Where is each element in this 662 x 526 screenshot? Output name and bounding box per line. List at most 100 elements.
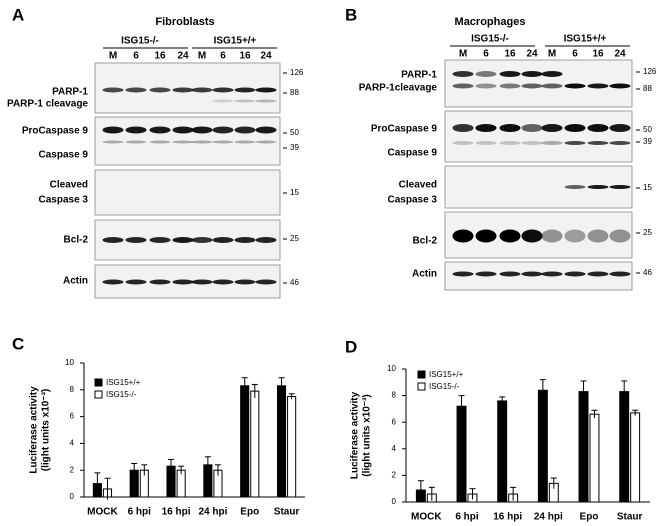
x-tick-label: MOCK: [87, 507, 118, 518]
y-tick-label: 8: [70, 385, 75, 394]
y-axis-label: (light units x10⁻³): [362, 394, 373, 477]
band: [102, 140, 124, 144]
lane-label: M: [109, 51, 117, 62]
band: [255, 99, 277, 103]
band: [149, 279, 171, 285]
band: [191, 279, 213, 285]
panel-letter: C: [12, 334, 24, 353]
band: [452, 83, 474, 89]
blot-label: ProCaspase 9: [22, 126, 89, 137]
lane-label: 24: [526, 49, 538, 60]
blot: [444, 110, 633, 163]
size-marker: 50: [290, 128, 299, 137]
band: [609, 141, 631, 145]
band: [191, 140, 213, 144]
band: [149, 126, 171, 134]
x-tick-label: 24 hpi: [534, 512, 563, 523]
band: [102, 87, 124, 93]
bar: [619, 391, 630, 503]
legend-swatch: [94, 390, 103, 399]
band: [521, 71, 543, 77]
bar: [276, 385, 287, 498]
blot-label: ProCaspase 9: [371, 124, 438, 135]
band: [609, 271, 631, 277]
lane-label: 6: [133, 51, 139, 62]
lane-label: M: [548, 49, 556, 60]
size-marker: 126: [643, 67, 657, 76]
band: [564, 124, 586, 132]
x-tick-label: 16 hpi: [162, 507, 191, 518]
panel-letter: B: [345, 5, 357, 24]
band: [452, 141, 474, 145]
band: [499, 271, 521, 277]
group-label: ISG15+/+: [214, 36, 257, 47]
group-label: ISG15-/-: [471, 34, 509, 45]
blot-label: Cleaved: [50, 180, 88, 191]
lane-label: 24: [614, 49, 626, 60]
band: [234, 126, 256, 134]
blot-label: Actin: [63, 276, 88, 287]
blot-label: PARP-1 cleavage: [7, 99, 88, 110]
y-tick-label: 10: [387, 364, 396, 373]
band: [191, 87, 213, 93]
blot: [94, 169, 281, 216]
band: [609, 83, 631, 89]
band: [564, 83, 586, 89]
legend-label: ISG15+/+: [106, 378, 141, 387]
band: [149, 87, 171, 93]
band: [102, 237, 124, 243]
band: [125, 140, 147, 144]
band: [212, 279, 234, 285]
bar: [630, 412, 641, 503]
bar: [240, 385, 250, 498]
x-tick-label: 24 hpi: [198, 507, 227, 518]
band: [475, 71, 497, 77]
band: [125, 87, 147, 93]
x-tick-label: 6 hpi: [128, 507, 152, 518]
band: [255, 279, 277, 285]
band: [452, 71, 474, 77]
band: [475, 124, 497, 132]
y-tick-label: 0: [392, 497, 397, 506]
blot-label: Bcl-2: [64, 235, 89, 246]
y-tick-label: 4: [70, 439, 75, 448]
band: [587, 124, 609, 132]
band: [521, 124, 543, 132]
size-marker: 39: [643, 137, 652, 146]
band: [102, 279, 124, 285]
band: [541, 271, 563, 277]
band: [475, 271, 497, 277]
blot-label: Cleaved: [399, 180, 437, 191]
band: [125, 237, 147, 243]
band: [234, 140, 256, 144]
band: [564, 271, 586, 277]
y-axis-label: Luciferase activity: [29, 386, 40, 474]
band: [521, 83, 543, 89]
band: [609, 124, 631, 132]
band: [499, 71, 521, 77]
band: [255, 237, 277, 243]
y-tick-label: 0: [70, 492, 75, 501]
lane-label: 16: [154, 51, 166, 62]
size-marker: 46: [290, 278, 299, 287]
band: [172, 126, 194, 134]
band: [541, 141, 563, 145]
y-tick-label: 6: [392, 417, 397, 426]
band: [234, 87, 256, 93]
panel-letter: D: [345, 337, 357, 356]
group-label: ISG15-/-: [121, 36, 159, 47]
band: [234, 99, 256, 103]
x-tick-label: 6 hpi: [455, 512, 479, 523]
lane-label: 24: [177, 51, 189, 62]
x-tick-label: 16 hpi: [493, 512, 522, 523]
band: [125, 126, 147, 134]
size-marker: 46: [643, 268, 652, 277]
band: [125, 279, 147, 285]
y-axis-label: (light units x10⁻³): [41, 389, 52, 472]
band: [212, 237, 234, 243]
bar: [497, 400, 508, 503]
blot: [94, 116, 281, 166]
band: [475, 229, 497, 243]
legend-swatch: [417, 370, 426, 379]
